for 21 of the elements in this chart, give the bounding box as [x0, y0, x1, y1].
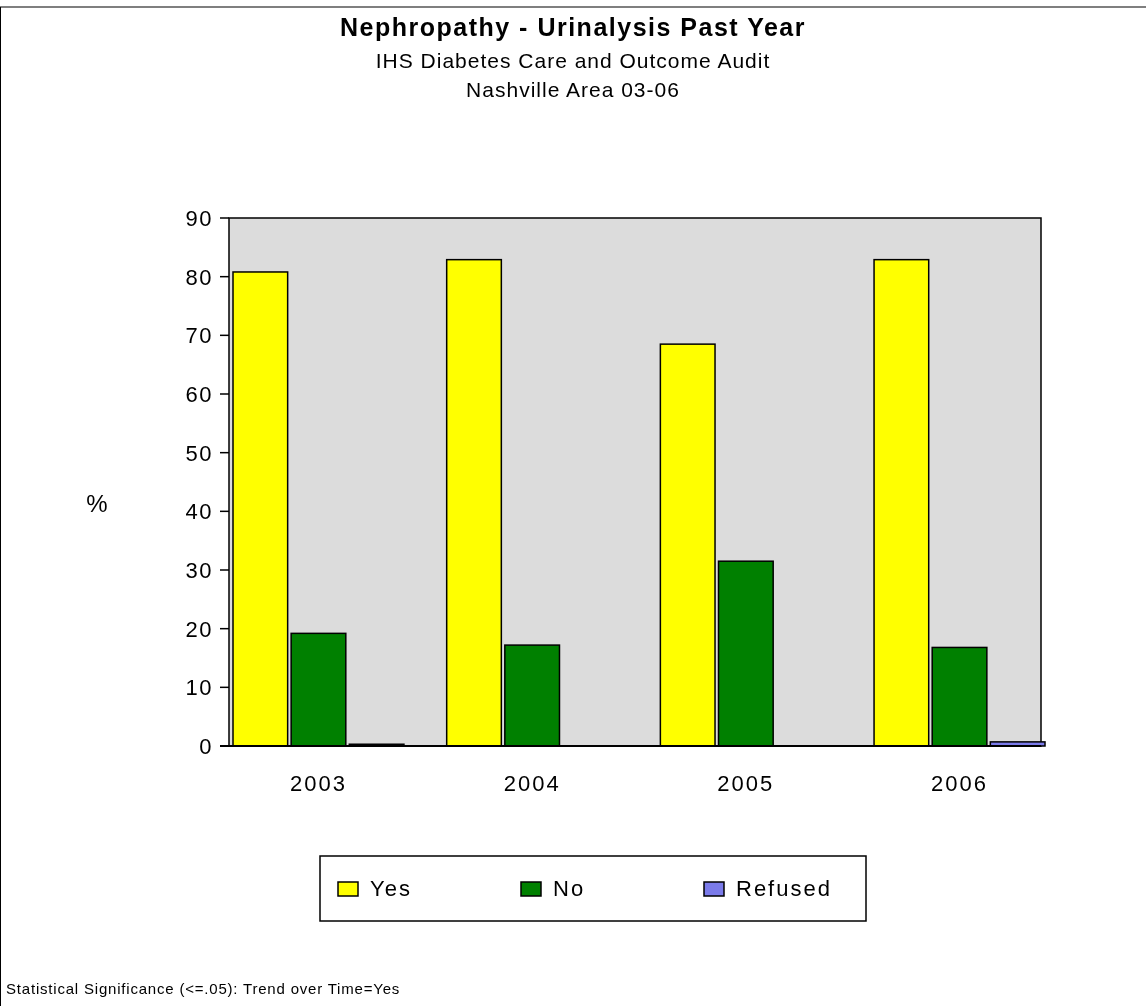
x-tick-label: 2006	[931, 771, 988, 796]
legend-label: Refused	[736, 876, 832, 901]
y-tick-label: 60	[185, 382, 213, 407]
legend-label: Yes	[370, 876, 412, 901]
y-tick-label: 30	[185, 558, 213, 583]
text: Statistical Significance (<=.05): Trend over Time=Yes	[6, 980, 401, 997]
y-tick-label: 40	[185, 499, 213, 525]
y-tick-label: 10	[185, 675, 213, 701]
y-tick-label: 90	[185, 206, 213, 231]
y-tick-label: 20	[185, 616, 213, 642]
y-tick-label: 0	[199, 734, 213, 759]
y-tick-label: 70	[185, 323, 213, 349]
x-tick-label: 2003	[290, 771, 347, 796]
y-tick-label: 80	[185, 264, 213, 290]
chart-title: Nephropathy - Urinalysis Past Year	[340, 13, 806, 41]
y-tick-label: 50	[185, 440, 213, 466]
chart-subtitle: IHS Diabetes Care and Outcome Audit Nashville Area 03-06	[375, 49, 771, 101]
x-tick-label: 2004	[503, 771, 561, 796]
y-axis-title: %	[86, 490, 108, 517]
x-tick-label: 2005	[717, 771, 775, 796]
legend-label: No	[553, 876, 586, 901]
